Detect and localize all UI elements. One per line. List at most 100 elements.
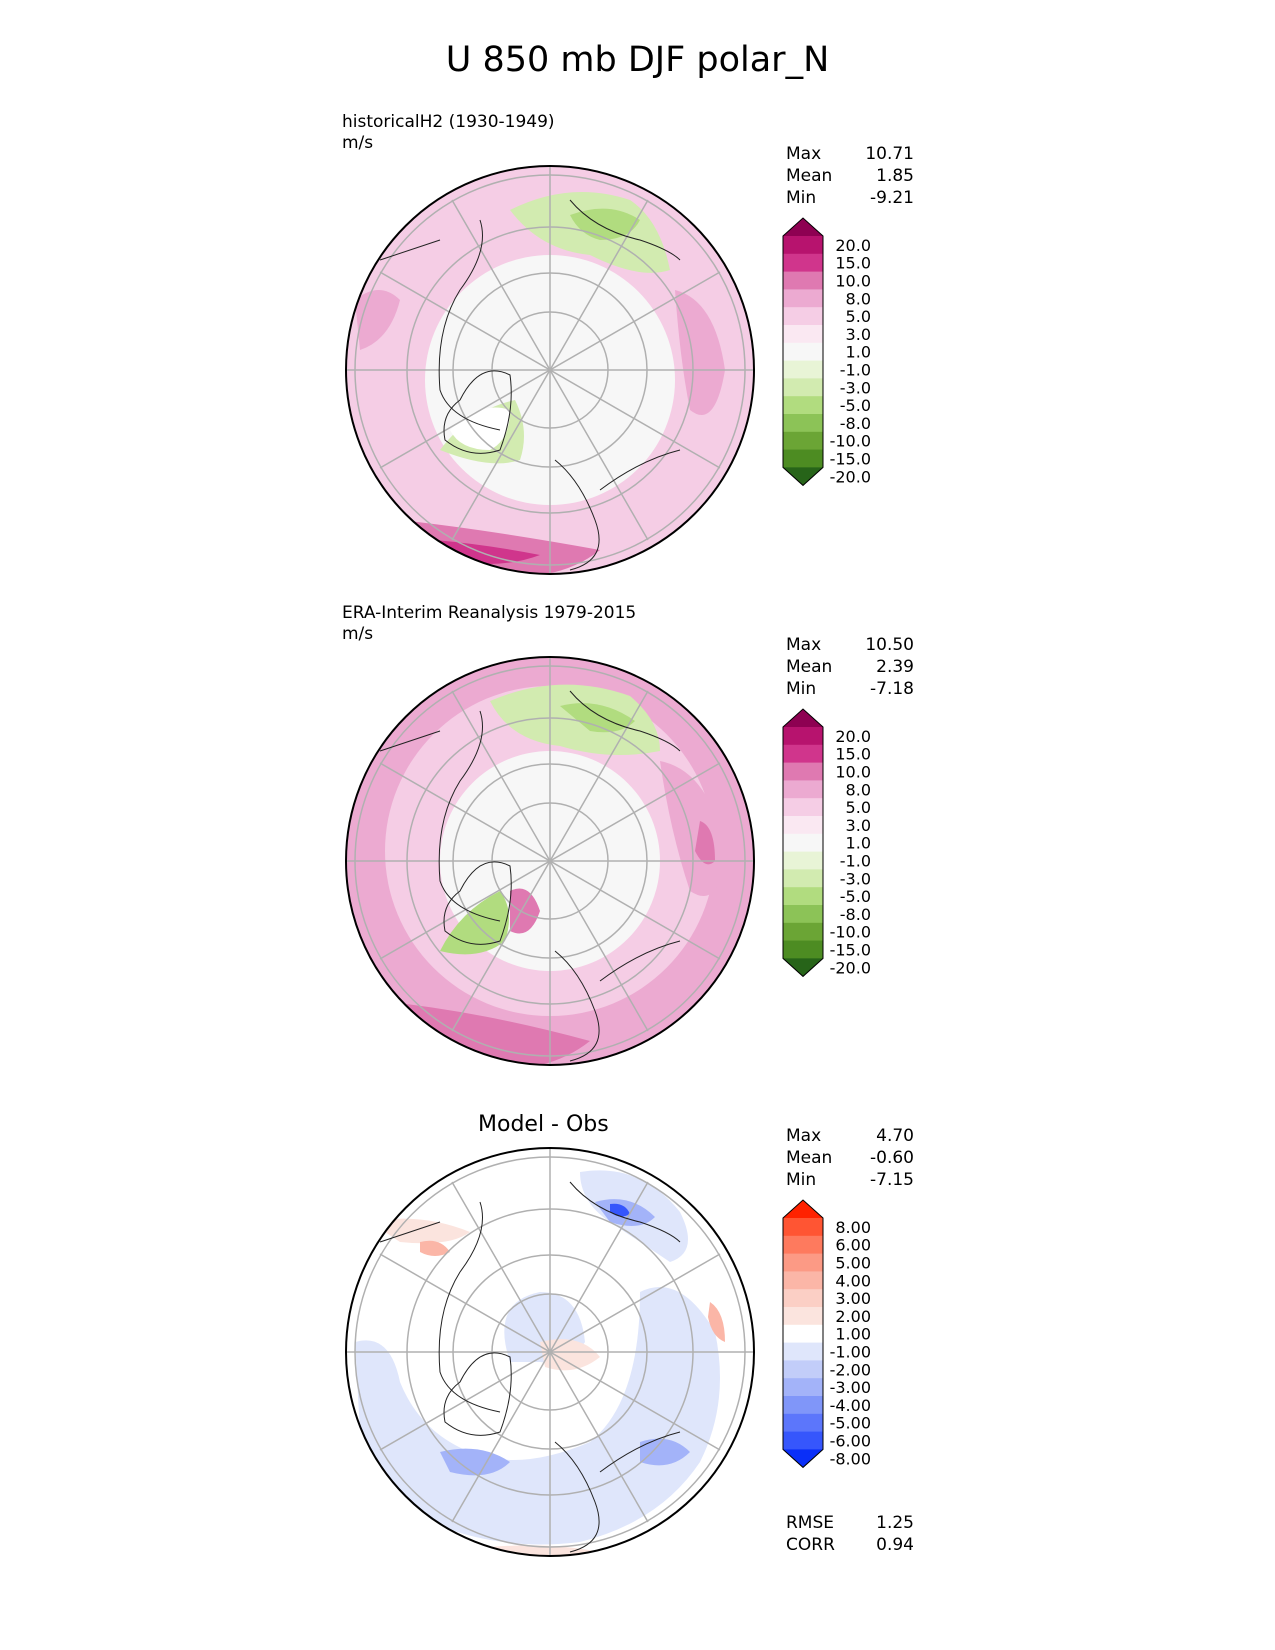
panel-1-units: m/s	[342, 133, 374, 153]
colorbar-tick-label: -5.00	[830, 1414, 871, 1433]
colorbar-segment	[783, 1413, 823, 1433]
colorbar-tick-label: 6.00	[835, 1236, 871, 1255]
colorbar-tick-label: 5.0	[846, 307, 871, 326]
negative-region	[440, 1448, 510, 1476]
metric-label: RMSE	[786, 1513, 835, 1533]
colorbar-tick-label: 10.0	[835, 272, 871, 291]
panel-3-colorbar: 8.006.005.004.003.002.001.00-1.00-2.00-3…	[782, 1199, 871, 1468]
colorbar-tick-label: -20.0	[830, 958, 871, 977]
colorbar-segment	[783, 1342, 823, 1361]
colorbar-extend-min	[783, 1449, 823, 1468]
stat-value: 10.50	[865, 635, 914, 655]
colorbar-tick-label: 10.0	[835, 763, 871, 782]
colorbar-segment	[783, 1431, 823, 1450]
colorbar-tick-label: 2.00	[835, 1307, 871, 1326]
colorbar-tick-label: -10.0	[830, 432, 871, 451]
stat-value: 2.39	[876, 657, 914, 677]
colorbar-segment	[783, 396, 823, 415]
colorbar-tick-label: -1.00	[830, 1343, 871, 1362]
colorbar-segment	[783, 851, 823, 870]
positive-region	[695, 821, 715, 865]
colorbar-tick-label: 20.0	[835, 236, 871, 255]
colorbar-segment	[783, 271, 823, 290]
colorbar-tick-label: -15.0	[830, 941, 871, 960]
colorbar-segment	[783, 414, 823, 433]
colorbar-tick-label: 5.0	[846, 798, 871, 817]
map-border	[345, 1147, 755, 1557]
colorbar-segment	[783, 253, 823, 273]
coastlines	[379, 1181, 681, 1553]
stat-value: 10.71	[865, 144, 914, 164]
colorbar-tick-label: 4.00	[835, 1271, 871, 1290]
colorbar-tick-label: 15.0	[835, 254, 871, 273]
colorbar-segment	[783, 905, 823, 924]
colorbar-tick-label: -6.00	[830, 1432, 871, 1451]
stat-label: Min	[786, 188, 817, 208]
colorbar-extend-max	[783, 709, 823, 727]
panel-2-colorbar: 20.015.010.08.05.03.01.0-1.0-3.0-5.0-8.0…	[782, 708, 871, 977]
colorbar-extend-max	[783, 218, 823, 236]
colorbar-segment	[783, 744, 823, 764]
colorbar-tick-label: -20.0	[830, 467, 871, 486]
colorbar-tick-label: 3.00	[835, 1289, 871, 1308]
colorbar-segment	[783, 833, 823, 853]
stat-value: -7.15	[870, 1170, 914, 1190]
colorbar-segment	[783, 378, 823, 397]
colorbar-tick-label: -1.0	[840, 852, 871, 871]
stat-label: Mean	[786, 1148, 833, 1168]
colorbar-segment	[783, 1218, 823, 1237]
colorbar-segment	[783, 798, 823, 817]
colorbar-tick-label: 1.0	[846, 343, 871, 362]
coastlines	[379, 199, 681, 571]
colorbar-segment	[783, 1396, 823, 1415]
colorbar-tick-label: -3.0	[840, 378, 871, 397]
stat-value: -0.60	[870, 1148, 914, 1168]
panel-2-polar-map	[345, 656, 755, 1066]
colorbar-segment	[783, 1289, 823, 1308]
stat-value: 4.70	[876, 1126, 914, 1146]
panel-1-polar-map	[345, 165, 755, 575]
metric-value: 0.94	[876, 1535, 914, 1555]
colorbar-segment	[783, 236, 823, 255]
panel-1-title: historicalH2 (1930-1949) m/s	[342, 112, 555, 154]
panel-2-stats: Max 10.50 Mean 2.39 Min -7.18	[786, 634, 914, 700]
colorbar-segment	[783, 780, 823, 799]
colorbar-segment	[783, 727, 823, 746]
colorbar-segment	[783, 289, 823, 308]
negative-region	[610, 1203, 630, 1217]
latitude-grid	[346, 657, 754, 1065]
colorbar-tick-label: 5.00	[835, 1254, 871, 1273]
negative-region	[640, 1438, 690, 1466]
colorbar-segment	[783, 1307, 823, 1326]
stat-value: 1.85	[876, 166, 914, 186]
positive-region	[420, 1240, 450, 1256]
figure-title: U 850 mb DJF polar_N	[445, 40, 830, 80]
metric-value: 1.25	[876, 1513, 914, 1533]
colorbar-tick-label: -8.0	[840, 414, 871, 433]
colorbar-segment	[783, 940, 823, 959]
stat-value: -7.18	[870, 679, 914, 699]
colorbar-tick-label: -5.0	[840, 887, 871, 906]
colorbar-segment	[783, 1235, 823, 1255]
colorbar-tick-label: -3.00	[830, 1378, 871, 1397]
colorbar-segment	[783, 1360, 823, 1379]
colorbar-tick-label: 3.0	[846, 325, 871, 344]
panel-1-colorbar: 20.015.010.08.05.03.01.0-1.0-3.0-5.0-8.0…	[782, 217, 871, 486]
colorbar-tick-label: -5.0	[840, 396, 871, 415]
colorbar-tick-label: -8.0	[840, 905, 871, 924]
colorbar-segment	[783, 1378, 823, 1397]
colorbar-segment	[783, 431, 823, 451]
colorbar-tick-label: -1.0	[840, 361, 871, 380]
negative-region	[355, 1287, 720, 1545]
colorbar-segment	[783, 816, 823, 835]
colorbar-segment	[783, 869, 823, 888]
colorbar-tick-label: 8.00	[835, 1218, 871, 1237]
colorbar-segment	[783, 1271, 823, 1290]
colorbar-tick-label: -3.0	[840, 869, 871, 888]
stat-label: Min	[786, 1170, 817, 1190]
positive-region	[675, 290, 725, 415]
panel-2-title-line-1: ERA-Interim Reanalysis 1979-2015	[342, 603, 637, 623]
negative-region	[560, 703, 635, 733]
colorbar-segment	[783, 1324, 823, 1344]
panel-3-stats: Max 4.70 Mean -0.60 Min -7.15	[786, 1125, 914, 1191]
